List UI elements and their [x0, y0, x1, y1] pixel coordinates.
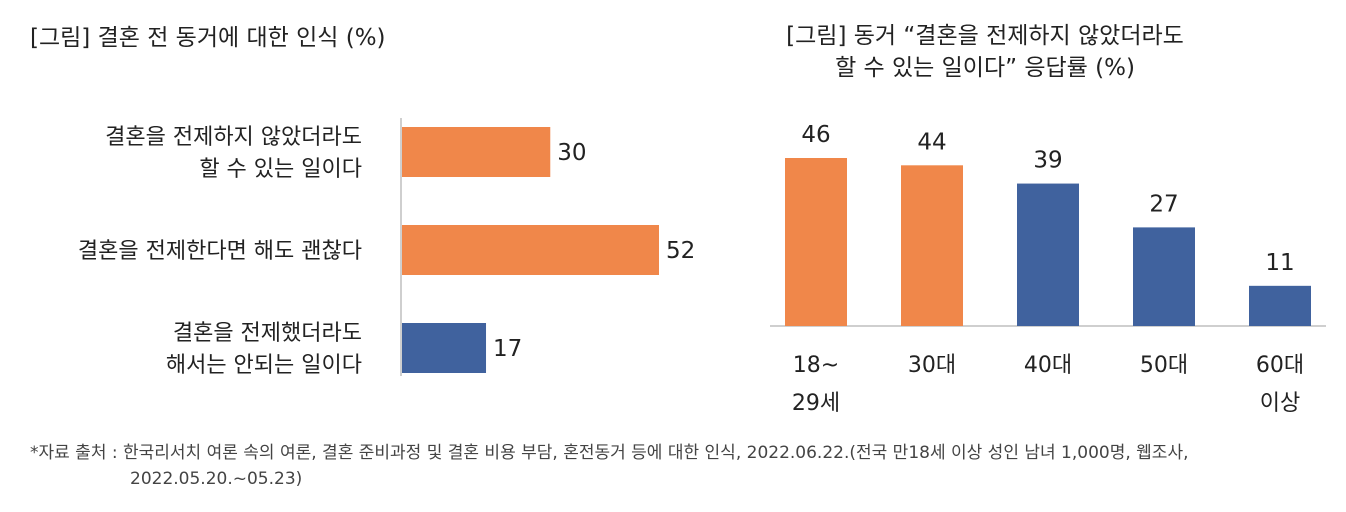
left-category-label-1-1: 결혼을 전제하지 않았더라도 — [105, 125, 362, 150]
right-chart-title-line-1: [그림] 동거 “결혼을 전제하지 않았더라도 — [786, 23, 1184, 49]
right-bar-value-3: 39 — [1033, 148, 1062, 174]
right-bar-1 — [785, 158, 847, 326]
right-category-label-3-1: 40대 — [1024, 353, 1072, 378]
source-line-2: 2022.05.20.~05.23) — [130, 469, 303, 489]
right-bar-2 — [901, 165, 963, 326]
right-category-label-5-1: 60대 — [1256, 353, 1304, 378]
right-category-label-5-2: 이상 — [1260, 391, 1300, 416]
left-category-label-3-1: 결혼을 전제했더라도 — [173, 321, 362, 346]
right-category-label-4-1: 50대 — [1140, 353, 1188, 378]
right-bar-value-1: 46 — [801, 122, 830, 148]
right-bar-value-5: 11 — [1265, 250, 1294, 276]
left-bar-value-1: 30 — [557, 140, 586, 166]
right-bar-4 — [1133, 227, 1195, 326]
left-bar-3 — [402, 323, 487, 373]
left-bar-value-3: 17 — [493, 336, 522, 362]
source-note: *자료 출처 : 한국리서치 여론 속의 여론, 결혼 준비과정 및 결혼 비용… — [30, 440, 1188, 492]
left-chart-title: [그림] 결혼 전 동거에 대한 인식 (%) — [30, 25, 386, 51]
right-category-label-1-2: 29세 — [792, 391, 840, 416]
left-category-label-2-1: 결혼을 전제한다면 해도 괜찮다 — [78, 239, 362, 264]
left-bar-1 — [402, 127, 551, 177]
right-bar-3 — [1017, 183, 1079, 326]
left-category-label-1-2: 할 수 있는 일이다 — [199, 157, 362, 182]
left-bar-2 — [402, 225, 659, 275]
right-bar-value-2: 44 — [917, 129, 946, 155]
right-chart-title-line-2: 할 수 있는 일이다” 응답률 (%) — [835, 55, 1135, 81]
left-bar-value-2: 52 — [666, 238, 695, 264]
left-category-label-3-2: 해서는 안되는 일이다 — [166, 353, 362, 378]
right-bar-5 — [1249, 285, 1311, 326]
right-category-label-2-1: 30대 — [908, 353, 956, 378]
right-category-label-1-1: 18~ — [793, 353, 839, 378]
source-line-1: *자료 출처 : 한국리서치 여론 속의 여론, 결혼 준비과정 및 결혼 비용… — [30, 443, 1189, 463]
right-bar-value-4: 27 — [1149, 191, 1178, 217]
right-chart-title: [그림] 동거 “결혼을 전제하지 않았더라도 할 수 있는 일이다” 응답률 … — [760, 20, 1210, 84]
